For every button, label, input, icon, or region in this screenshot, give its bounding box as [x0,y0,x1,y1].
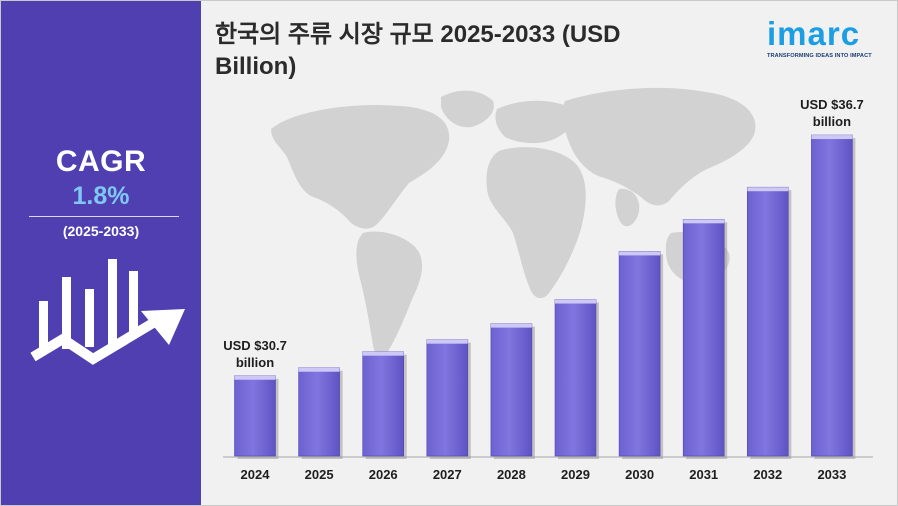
logo-tagline: TRANSFORMING IDEAS INTO IMPACT [767,53,872,59]
chart-area: 2024 2025 2026 2027 2028 2029 2030 2031 2032 2033… [201,1,897,505]
bar-cap-2029 [555,299,596,304]
bar-2024 [234,375,276,457]
bar-2032 [746,186,789,457]
bar-2033 [811,134,853,457]
bars-layer [223,134,873,459]
bar-2025 [298,367,340,457]
x-tick-label-2024: 2024 [241,467,271,482]
bar-cap-2025 [298,367,340,372]
labels-layer: 2024 2025 2026 2027 2028 2029 2030 2031 2032 2033… [223,97,863,482]
chart-title: 한국의 주류 시장 규모 2025-2033 (USD Billion) [215,21,621,80]
cagr-period: (2025-2033) [62,223,140,239]
imarc-logo: imarc TRANSFORMING IDEAS INTO IMPACT [767,13,887,61]
x-tick-label-2032: 2032 [753,467,782,482]
bar-2029 [554,299,597,457]
bar-chart: 2024 2025 2026 2027 2028 2029 2030 2031 2032 2033… [223,87,873,482]
bar-cap-2032 [747,187,789,192]
x-tick-label-2026: 2026 [369,467,398,482]
bar-2026 [362,351,404,457]
bar-2027 [426,339,469,457]
x-tick-label-2030: 2030 [625,467,654,482]
world-map-background [271,87,756,358]
cagr-panel: CAGR 1.8% (2025-2033) [1,1,201,505]
cagr-label: CAGR [55,145,147,178]
data-label-2024-line2: billion [236,355,274,370]
bar-cap-2031 [683,219,725,224]
cagr-divider [29,216,179,217]
x-tick-label-2029: 2029 [561,467,590,482]
x-tick-label-2027: 2027 [433,467,462,482]
bar-2030 [618,251,661,457]
bar-cap-2033 [811,135,853,140]
data-label-2033-line2: billion [813,114,851,129]
x-tick-label-2028: 2028 [497,467,526,482]
logo-wordmark: imarc [767,15,861,52]
bar-cap-2030 [619,251,661,256]
x-tick-label-2025: 2025 [305,467,334,482]
bar-2031 [682,219,725,457]
bar-cap-2027 [426,339,468,344]
cagr-value: 1.8% [72,182,130,210]
bar-cap-2028 [490,323,532,328]
x-tick-label-2031: 2031 [689,467,718,482]
bar-cap-2026 [362,351,404,356]
data-label-2033-line1: USD $36.7 [800,97,864,112]
bar-2028 [490,323,533,457]
data-label-2024-line1: USD $30.7 [223,338,287,353]
bar-cap-2024 [234,375,276,380]
x-tick-label-2033: 2033 [817,467,846,482]
growth-chart-icon [30,259,185,365]
